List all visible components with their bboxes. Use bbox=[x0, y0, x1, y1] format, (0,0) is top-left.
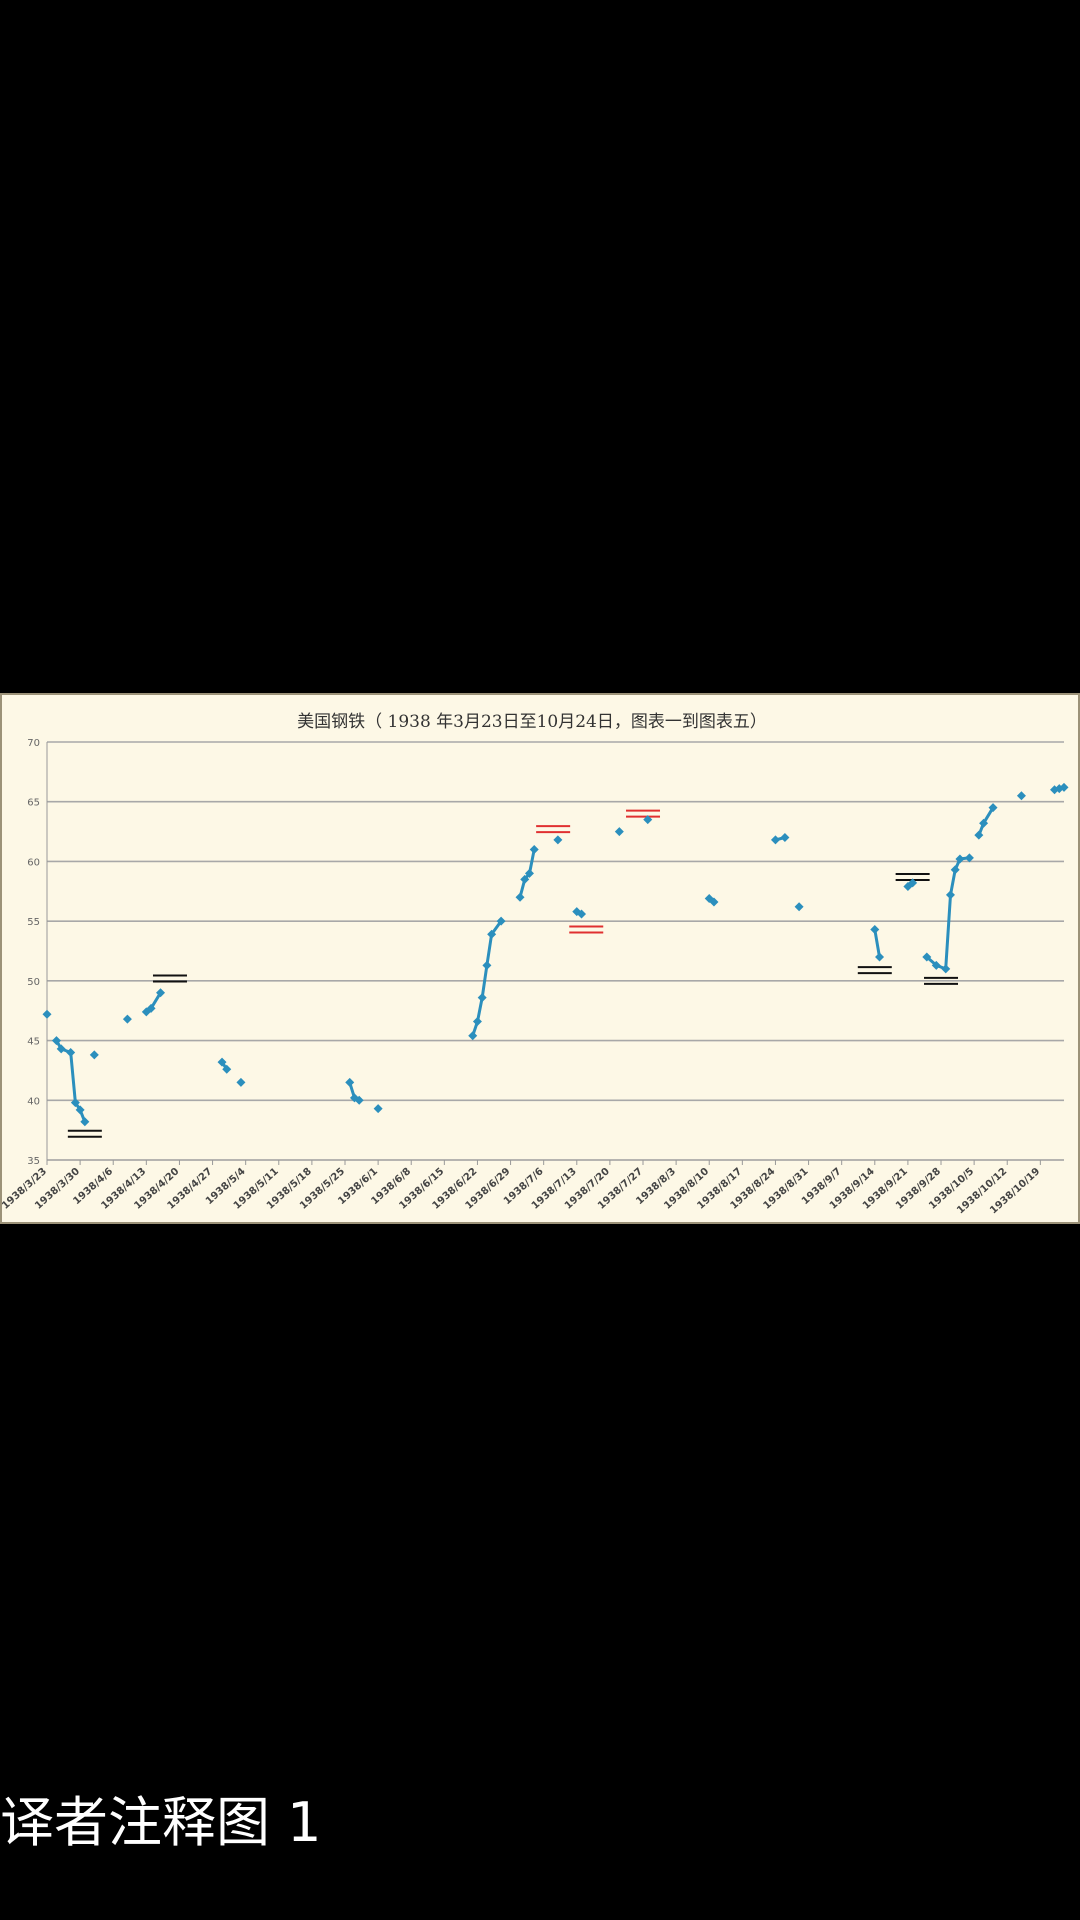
data-point bbox=[770, 835, 780, 845]
data-point bbox=[515, 892, 525, 902]
y-tick-label: 35 bbox=[27, 1156, 40, 1167]
chart-svg: 美国钢铁（ 1938 年3月23日至10月24日，图表一到图表五） 35 40 45… bbox=[2, 712, 1069, 1216]
chart-panel: 美国钢铁（ 1938 年3月23日至10月24日，图表一到图表五） 35 40 45… bbox=[0, 693, 1080, 1224]
data-point bbox=[941, 964, 951, 974]
data-point bbox=[482, 960, 492, 970]
data-point bbox=[345, 1077, 355, 1087]
data-point bbox=[529, 844, 539, 854]
data-point bbox=[496, 916, 506, 926]
x-tick-labels: 1938/3/231938/3/301938/4/61938/4/131938/… bbox=[2, 1166, 1042, 1216]
grid-layer bbox=[46, 741, 1064, 1165]
data-point bbox=[974, 830, 984, 840]
data-point bbox=[870, 925, 880, 935]
data-point bbox=[70, 1098, 80, 1108]
series-line-segment bbox=[925, 856, 970, 971]
data-point bbox=[1016, 791, 1026, 801]
level-markers bbox=[67, 809, 959, 1138]
y-tick-label: 45 bbox=[27, 1037, 40, 1048]
y-tick-label: 40 bbox=[27, 1096, 40, 1107]
data-point bbox=[780, 833, 790, 843]
y-tick-label: 70 bbox=[27, 738, 40, 749]
y-tick-label: 55 bbox=[27, 917, 40, 928]
chart-title: 美国钢铁（ 1938 年3月23日至10月24日，图表一到图表五） bbox=[297, 712, 767, 732]
figure-caption: 译者注释图 1 bbox=[0, 1791, 322, 1854]
data-point bbox=[80, 1117, 90, 1127]
data-point bbox=[1050, 785, 1060, 795]
data-point bbox=[373, 1104, 383, 1114]
y-tick-labels: 35 40 45 50 55 60 65 70 bbox=[27, 738, 40, 1167]
data-point bbox=[988, 803, 998, 813]
data-point bbox=[931, 960, 941, 970]
y-tick-label: 50 bbox=[27, 977, 40, 988]
data-point bbox=[56, 1044, 66, 1054]
data-point bbox=[945, 890, 955, 900]
data-point bbox=[89, 1050, 99, 1060]
data-point bbox=[349, 1093, 359, 1103]
data-point bbox=[979, 818, 989, 828]
data-point bbox=[468, 1031, 478, 1041]
data-point bbox=[122, 1014, 132, 1024]
series-line-segment bbox=[873, 929, 881, 958]
data-point bbox=[577, 909, 587, 919]
data-point bbox=[955, 854, 965, 864]
data-point bbox=[236, 1077, 246, 1087]
data-point bbox=[354, 1095, 364, 1105]
data-point bbox=[553, 835, 563, 845]
data-point bbox=[875, 952, 885, 962]
price-series bbox=[42, 782, 1069, 1127]
y-tick-label: 60 bbox=[27, 857, 40, 868]
data-point bbox=[709, 897, 719, 907]
data-point bbox=[217, 1057, 227, 1067]
data-point bbox=[922, 952, 932, 962]
data-point bbox=[1059, 782, 1069, 792]
data-point bbox=[520, 874, 530, 884]
data-point bbox=[643, 815, 653, 825]
y-tick-label: 65 bbox=[27, 798, 40, 809]
data-point bbox=[964, 853, 974, 863]
data-point bbox=[66, 1048, 76, 1058]
data-point bbox=[950, 865, 960, 875]
data-point bbox=[42, 1009, 52, 1019]
data-point bbox=[75, 1105, 85, 1115]
data-point bbox=[794, 902, 804, 912]
data-point bbox=[908, 878, 918, 888]
data-point bbox=[524, 868, 534, 878]
data-point bbox=[146, 1003, 156, 1013]
data-point bbox=[903, 882, 913, 892]
data-point bbox=[477, 993, 487, 1003]
data-point bbox=[614, 827, 624, 837]
data-point bbox=[222, 1064, 232, 1074]
data-point bbox=[51, 1036, 61, 1046]
data-point bbox=[472, 1016, 482, 1026]
series-line-segment bbox=[518, 849, 536, 898]
data-point bbox=[156, 988, 166, 998]
data-point bbox=[487, 929, 497, 939]
